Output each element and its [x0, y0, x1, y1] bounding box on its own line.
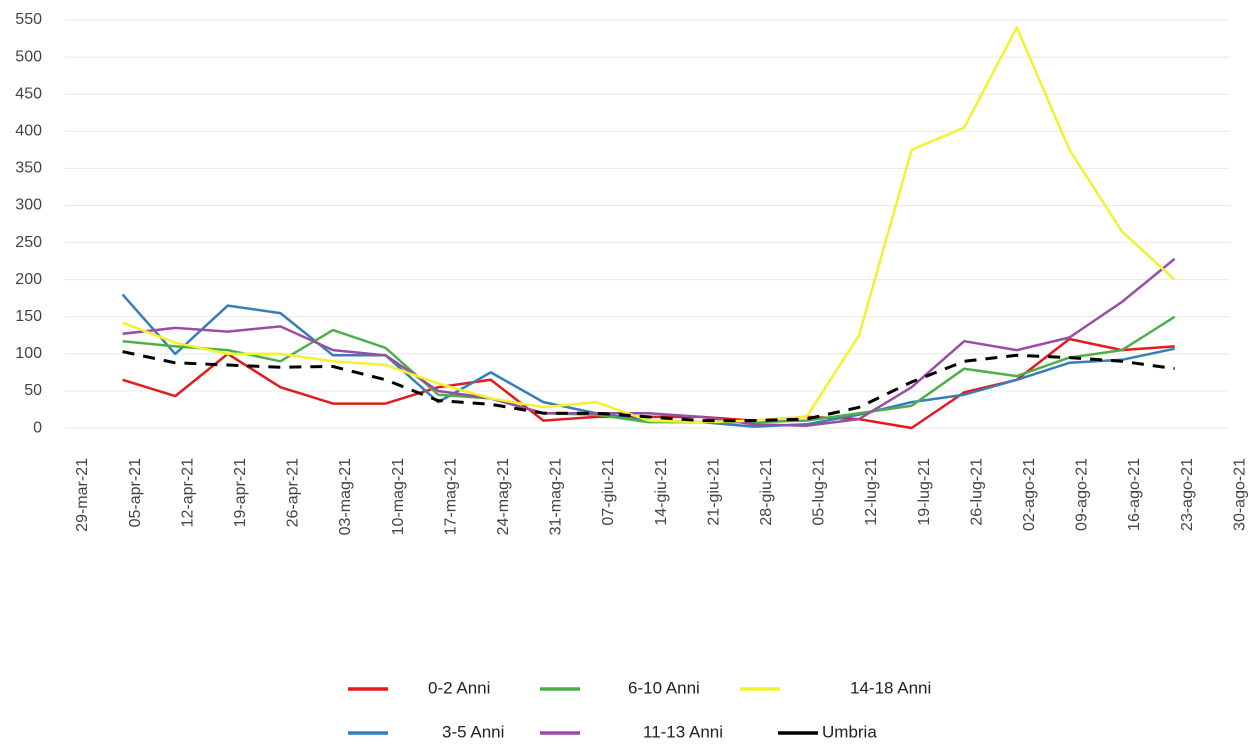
- x-tick-label: 30-ago-21: [1231, 458, 1248, 531]
- legend-label: 6-10 Anni: [628, 678, 700, 697]
- series-line: [122, 26, 1176, 424]
- y-tick-label: 0: [33, 419, 42, 436]
- y-tick-label: 550: [15, 11, 42, 28]
- series-line: [122, 257, 1176, 428]
- x-tick-label: 19-apr-21: [232, 458, 249, 527]
- x-tick-label: 21-giu-21: [705, 458, 722, 526]
- x-tick-label: 16-ago-21: [1126, 458, 1143, 531]
- x-tick-label: 17-mag-21: [442, 458, 459, 535]
- x-tick-label: 31-mag-21: [548, 458, 565, 535]
- y-tick-label: 500: [15, 48, 42, 65]
- x-tick-label: 26-lug-21: [968, 458, 985, 526]
- y-tick-label: 300: [15, 197, 42, 214]
- x-tick-label: 09-ago-21: [1074, 458, 1091, 531]
- x-tick-label: 10-mag-21: [390, 458, 407, 535]
- x-tick-label: 05-apr-21: [127, 458, 144, 527]
- x-tick-label: 29-mar-21: [74, 458, 91, 532]
- legend-label: 0-2 Anni: [428, 678, 490, 697]
- x-tick-label: 24-mag-21: [495, 458, 512, 535]
- x-tick-label: 07-giu-21: [600, 458, 617, 526]
- x-tick-label: 12-lug-21: [863, 458, 880, 526]
- x-tick-label: 28-giu-21: [758, 458, 775, 526]
- legend: 0-2 Anni 6-10 Anni 14-18 Anni 3-5 Anni 11-13…: [348, 678, 931, 741]
- x-tick-label: 12-apr-21: [179, 458, 196, 527]
- series-line: [122, 315, 1176, 424]
- x-tick-label: 23-ago-21: [1179, 458, 1196, 531]
- series-line: [122, 337, 1175, 430]
- y-tick-label: 250: [15, 234, 42, 251]
- x-tick-label: 26-apr-21: [285, 458, 302, 527]
- x-tick-label: 14-giu-21: [653, 458, 670, 526]
- y-tick-label: 200: [15, 271, 42, 288]
- y-tick-label: 150: [15, 308, 42, 325]
- y-tick-label: 400: [15, 123, 42, 140]
- legend-label: 3-5 Anni: [442, 722, 504, 741]
- x-tick-label: 05-lug-21: [811, 458, 828, 526]
- legend-label: Umbria: [822, 722, 877, 741]
- y-tick-label: 450: [15, 85, 42, 102]
- y-tick-label: 350: [15, 160, 42, 177]
- series-line: [122, 350, 1175, 423]
- legend-label: 14-18 Anni: [850, 678, 931, 697]
- x-tick-label: 02-ago-21: [1021, 458, 1038, 531]
- x-tick-label: 19-lug-21: [916, 458, 933, 526]
- y-tick-label: 50: [24, 382, 42, 399]
- x-tick-label: 03-mag-21: [337, 458, 354, 535]
- y-tick-label: 100: [15, 345, 42, 362]
- legend-label: 11-13 Anni: [643, 722, 723, 741]
